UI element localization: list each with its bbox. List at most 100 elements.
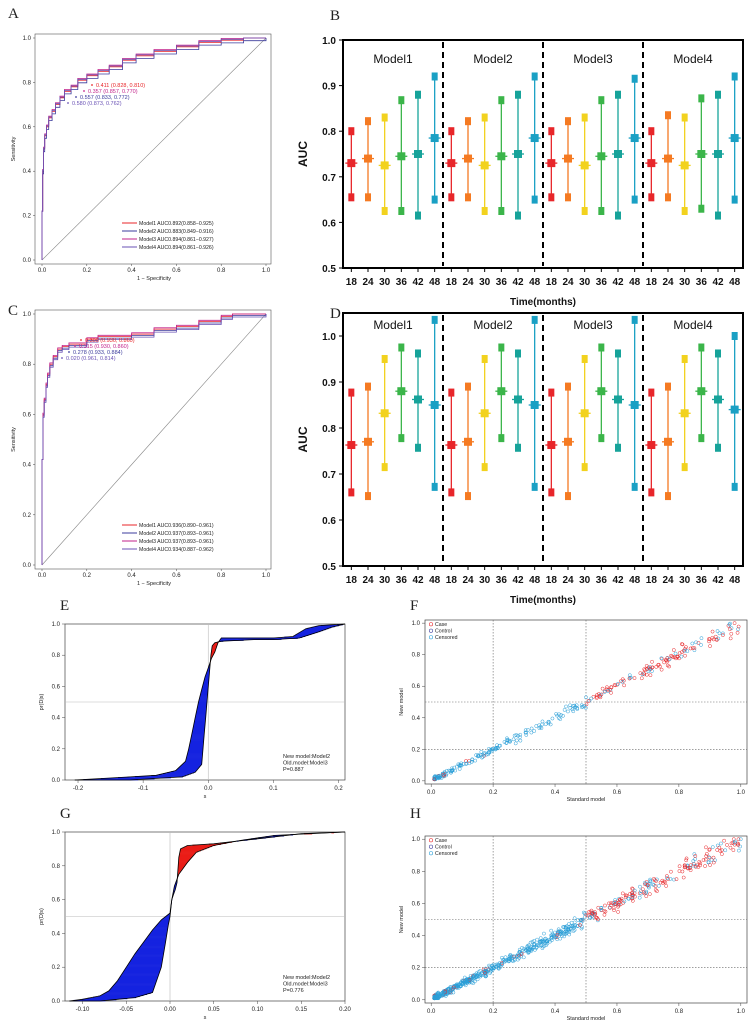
case-point <box>594 916 599 920</box>
censored-point <box>537 726 542 730</box>
censored-point <box>529 730 534 735</box>
case-point <box>603 903 607 908</box>
auc-ci-high-marker <box>715 90 721 99</box>
x-tick-label: 0.4 <box>127 268 136 274</box>
nri-gain-band <box>177 873 180 875</box>
model-comparison-note: P=0.776 <box>283 988 304 994</box>
nri-loss-band <box>126 966 162 968</box>
auc-ci-high-marker <box>381 113 388 122</box>
auc-panel-B: 0.5 0.6 0.7 0.8 0.9 1.0 AUC Time(months) Model1 1… <box>296 36 744 308</box>
censored-point <box>529 726 534 731</box>
case-point <box>631 893 635 898</box>
model-label: Model1 <box>373 52 413 66</box>
auc-ci-low-marker <box>615 443 621 452</box>
y-tick-label: 0.2 <box>412 747 421 753</box>
censored-point <box>659 656 664 661</box>
roc-cutoff-annotation: 0.278 (0.933, 0.884) <box>73 350 123 356</box>
y-tick-label: 0.6 <box>322 516 336 527</box>
nri-loss-band <box>174 884 177 887</box>
nri-loss-band <box>153 928 168 930</box>
y-tick-label: 0.0 <box>52 999 61 1005</box>
censored-point <box>526 950 531 955</box>
nri-gain-band <box>177 871 181 873</box>
censored-point <box>572 916 577 921</box>
x-tick-label: 1.0 <box>737 1009 746 1015</box>
nri-loss-band <box>190 741 204 743</box>
y-axis-label: New model <box>399 906 405 934</box>
case-point <box>652 878 657 883</box>
censored-point <box>573 705 578 709</box>
nri-loss-band <box>295 634 309 636</box>
nri-loss-band <box>92 996 137 999</box>
y-tick-label: 0.2 <box>23 214 32 220</box>
nri-loss-band <box>203 681 209 683</box>
nri-loss-band <box>190 738 204 740</box>
legend-entry: Model3 AUC0.937(0.893−0.961) <box>139 539 214 545</box>
legend-marker <box>428 628 433 633</box>
nri-gain-band <box>178 858 191 860</box>
censored-point <box>464 761 469 766</box>
case-point <box>620 891 625 896</box>
x-tick-label: 42 <box>412 575 424 586</box>
x-tick-label: 36 <box>396 277 408 288</box>
censored-point <box>606 689 610 693</box>
scatter-panel-F: 0.0 0.0 0.2 0.2 0.4 0.4 0.6 0.6 0.8 0.8 1.0 1.0 Stan… <box>399 619 748 803</box>
censored-point <box>449 769 454 774</box>
legend-entry: Case <box>435 622 447 628</box>
y-axis-label: Sensitivity <box>11 427 17 452</box>
x-tick-label: 0.2 <box>83 573 92 579</box>
x-tick-label: 1.0 <box>262 268 271 274</box>
old-model-curve <box>69 831 346 1002</box>
case-point <box>683 653 687 658</box>
x-axis-label: Standard model <box>567 1016 606 1022</box>
censored-point <box>500 955 504 960</box>
nri-loss-band <box>186 756 203 758</box>
censored-point <box>587 915 592 920</box>
case-point <box>685 865 690 870</box>
x-tick-label: 18 <box>646 575 658 586</box>
censored-point <box>554 933 559 938</box>
censored-point <box>683 648 687 653</box>
nri-loss-band <box>154 927 168 929</box>
nri-loss-band <box>116 980 157 983</box>
model-comparison-note: Old.model:Model3 <box>283 761 328 767</box>
censored-point <box>483 971 488 976</box>
censored-point <box>464 762 468 766</box>
nri-loss-band <box>151 775 186 777</box>
case-point <box>661 881 665 885</box>
auc-ci-low-marker <box>381 463 388 472</box>
censored-point <box>542 931 546 936</box>
y-tick-label: 0.8 <box>412 653 421 659</box>
case-point <box>704 845 708 850</box>
case-point <box>683 863 687 868</box>
censored-point <box>532 945 536 950</box>
auc-ci-low-marker <box>531 482 538 491</box>
x-tick-label: -0.05 <box>119 1007 133 1013</box>
legend-entry: Model1 AUC0.892(0.858−0.925) <box>139 221 214 227</box>
case-point <box>667 664 671 669</box>
censored-point <box>456 985 461 990</box>
censored-point <box>504 958 508 963</box>
y-tick-label: 0.2 <box>23 513 32 519</box>
case-point <box>703 857 708 862</box>
model-label: Model1 <box>373 318 413 332</box>
auc-ci-high-marker <box>698 343 705 352</box>
roc-cutoff-annotation: 0.557 (0.833, 0.772) <box>80 95 130 101</box>
censored-point <box>449 766 454 771</box>
model-label: Model3 <box>573 52 613 66</box>
nri-loss-band <box>200 692 208 694</box>
censored-point <box>513 741 518 746</box>
case-point <box>672 655 677 660</box>
nri-loss-band <box>117 979 157 982</box>
case-point <box>644 667 649 672</box>
censored-point <box>548 722 553 727</box>
roc-cutoff-point <box>74 345 76 347</box>
censored-point <box>584 695 588 700</box>
nri-loss-band <box>191 733 205 735</box>
y-tick-label: 0.8 <box>322 127 336 138</box>
nri-loss-band <box>106 991 153 993</box>
x-tick-label: -0.10 <box>76 1007 90 1013</box>
nri-loss-band <box>151 931 168 933</box>
y-tick-label: 0.5 <box>322 264 336 275</box>
case-point <box>658 880 663 885</box>
